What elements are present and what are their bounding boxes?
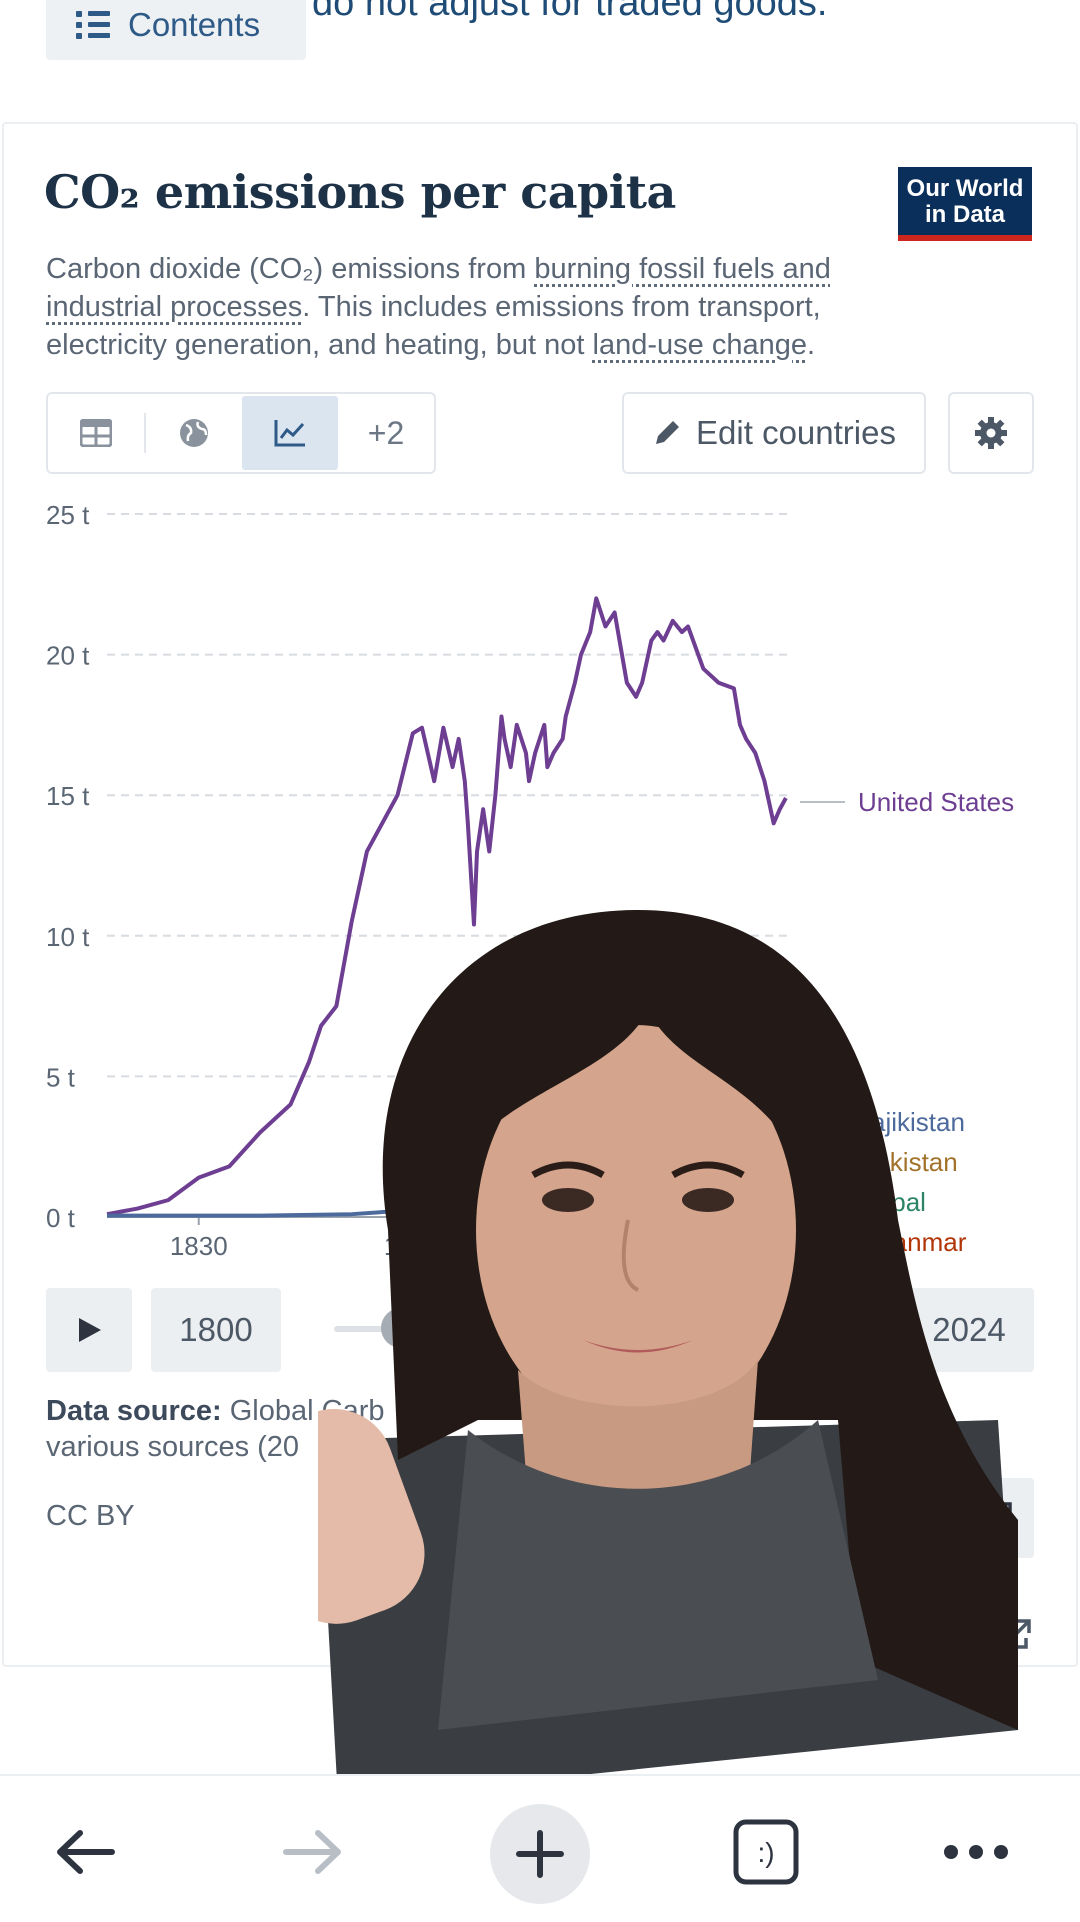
y-tick-label: 20 t [46, 641, 90, 671]
tabs-icon: :) [733, 1819, 799, 1885]
y-tick-label: 0 t [46, 1203, 76, 1233]
more-button[interactable] [926, 1812, 1026, 1892]
back-arrow-icon [57, 1830, 115, 1874]
license-text: CC BY [46, 1500, 135, 1532]
forward-button[interactable] [262, 1812, 362, 1892]
chart-title: CO₂ emissions per capita [44, 165, 676, 219]
subtitle-text: . [806, 329, 816, 361]
timeline-end-year[interactable]: 2024 [904, 1288, 1034, 1372]
list-icon [76, 11, 110, 39]
edit-countries-label: Edit countries [696, 414, 896, 451]
play-button[interactable] [46, 1288, 132, 1372]
tab-divider [144, 413, 146, 453]
tabs-count-label: :) [757, 1837, 774, 1868]
y-tick-label: 5 t [46, 1062, 76, 1092]
tabs-button[interactable]: :) [716, 1812, 816, 1892]
more-icon [944, 1845, 1008, 1859]
presenter-video-overlay [318, 910, 1018, 1800]
owid-logo[interactable]: Our World in Data [898, 167, 1032, 241]
plus-icon [516, 1830, 564, 1878]
new-tab-button[interactable] [490, 1804, 590, 1904]
series-line-united-states [106, 596, 788, 1217]
play-icon [79, 1318, 101, 1342]
line-chart-icon [274, 420, 305, 447]
y-tick-label: 10 t [46, 922, 90, 952]
gear-icon [975, 417, 1007, 449]
article-text-fragment: do not adjust for traded goods. [312, 0, 828, 24]
globe-icon [179, 419, 208, 447]
settings-button[interactable] [948, 392, 1034, 474]
contents-label: Contents [128, 6, 261, 43]
pencil-icon [656, 421, 680, 444]
contents-button[interactable]: Contents [46, 0, 306, 60]
edit-countries-button[interactable]: Edit countries [622, 392, 926, 474]
fossil-fuels-link[interactable]: burning fossil fuels and industrial proc… [46, 253, 831, 323]
view-tabs: +2 [46, 392, 436, 474]
browser-bottom-bar: :) [0, 1774, 1080, 1922]
tab-line-chart[interactable] [241, 396, 338, 470]
back-button[interactable] [36, 1812, 136, 1892]
logo-line2: in Data [924, 201, 1005, 228]
tab-table[interactable] [48, 396, 144, 470]
y-tick-label: 15 t [46, 781, 90, 811]
x-tick-label: 1830 [170, 1231, 228, 1261]
subtitle-text: . This includes emissions from transport… [46, 291, 821, 361]
data-source-text2: various sources (20 [46, 1431, 300, 1463]
subtitle-text: Carbon dioxide (CO₂) emissions from [46, 253, 535, 285]
table-icon [80, 419, 112, 447]
timeline-start-year[interactable]: 1800 [151, 1288, 281, 1372]
tab-map[interactable] [146, 396, 242, 470]
data-source: Data source: Global Carb various sources… [46, 1393, 646, 1465]
chart-subtitle: Carbon dioxide (CO₂) emissions from burn… [46, 250, 946, 364]
series-label-united-states: United States [858, 787, 1014, 817]
forward-arrow-icon [283, 1830, 341, 1874]
y-tick-label: 25 t [46, 500, 90, 530]
logo-line1: Our World [906, 175, 1024, 202]
data-source-label: Data source: [46, 1395, 222, 1427]
tab-more[interactable]: +2 [367, 414, 405, 451]
land-use-link[interactable]: land-use change [592, 329, 807, 361]
